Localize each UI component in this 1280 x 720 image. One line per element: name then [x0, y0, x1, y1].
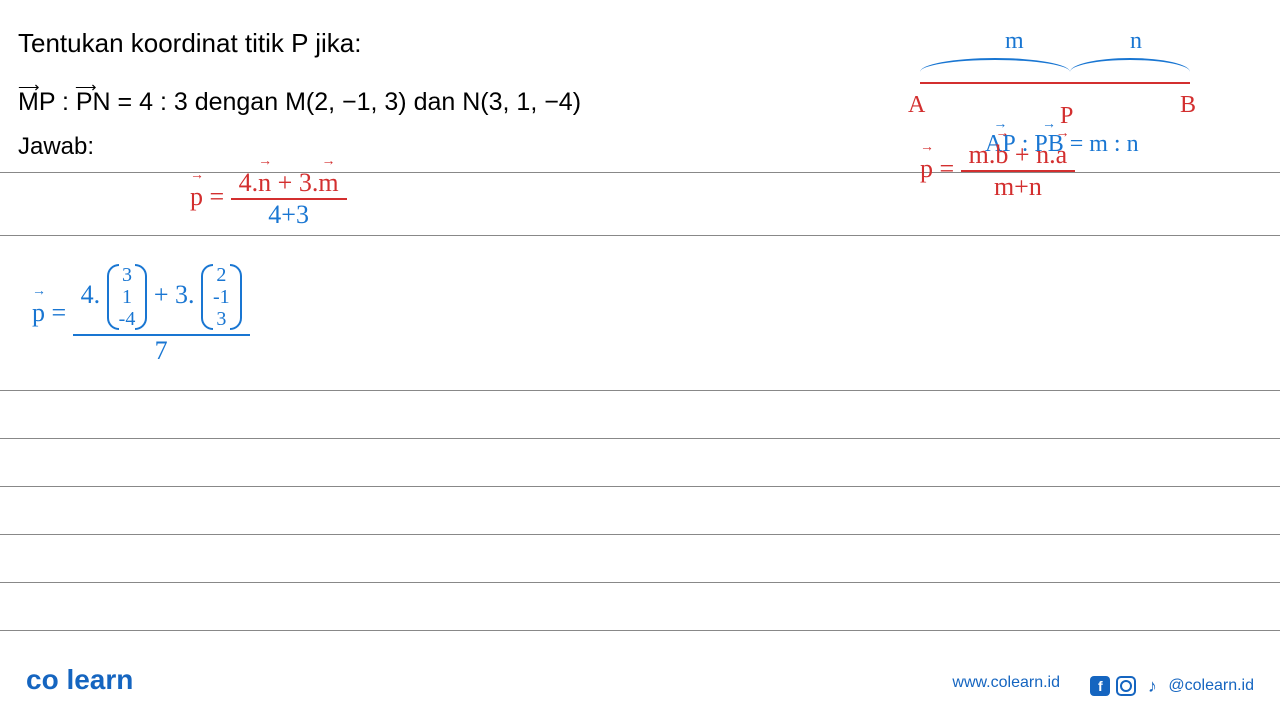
footer-logo: co learn — [26, 664, 133, 696]
tiktok-icon: ♪ — [1142, 676, 1162, 696]
matrix-n: 3 1 -4 — [107, 264, 148, 330]
formula-numerator: m.b + n.a — [961, 140, 1075, 172]
problem-title: Tentukan koordinat titik P jika: — [18, 28, 361, 59]
substitution-step: p = 4.n + 3.m 4+3 — [190, 168, 347, 230]
social-handle: @colearn.id — [1168, 677, 1254, 695]
facebook-icon: f — [1090, 676, 1110, 696]
general-formula: p = m.b + n.a m+n — [920, 140, 1075, 202]
segment-line — [920, 82, 1190, 84]
brace-right — [1070, 58, 1190, 72]
ruled-line — [0, 486, 1280, 487]
answer-label: Jawab: — [18, 133, 94, 161]
matrix-calculation: p = 4. 3 1 -4 + 3. 2 -1 3 7 — [32, 264, 250, 366]
ruled-line — [0, 235, 1280, 236]
ruled-line — [0, 582, 1280, 583]
label-A: A — [908, 92, 925, 119]
problem-statement: MP : PN = 4 : 3 dengan M(2, −1, 3) dan N… — [18, 88, 581, 117]
label-B: B — [1180, 92, 1196, 119]
instagram-icon — [1116, 676, 1136, 696]
label-m: m — [1005, 28, 1024, 55]
footer-url: www.colearn.id — [952, 674, 1060, 692]
footer-social: f ♪ @colearn.id — [1090, 676, 1254, 696]
formula-denominator: m+n — [961, 172, 1075, 202]
work2-denominator: 7 — [73, 336, 250, 366]
page-root: Tentukan koordinat titik P jika: ⟶ ⟶ MP … — [0, 0, 1280, 720]
matrix-m: 2 -1 3 — [201, 264, 242, 330]
label-n: n — [1130, 28, 1142, 55]
work1-numerator: 4.n + 3.m — [231, 168, 347, 200]
ruled-line — [0, 630, 1280, 631]
plus-3: + 3. — [154, 280, 195, 309]
brace-left — [920, 58, 1070, 72]
ruled-line — [0, 390, 1280, 391]
ruled-line — [0, 438, 1280, 439]
ruled-line — [0, 534, 1280, 535]
work2-numerator: 4. 3 1 -4 + 3. 2 -1 3 — [73, 264, 250, 336]
p-vector: p — [920, 154, 933, 184]
work1-denominator: 4+3 — [231, 200, 347, 230]
coef-4: 4. — [81, 280, 101, 309]
